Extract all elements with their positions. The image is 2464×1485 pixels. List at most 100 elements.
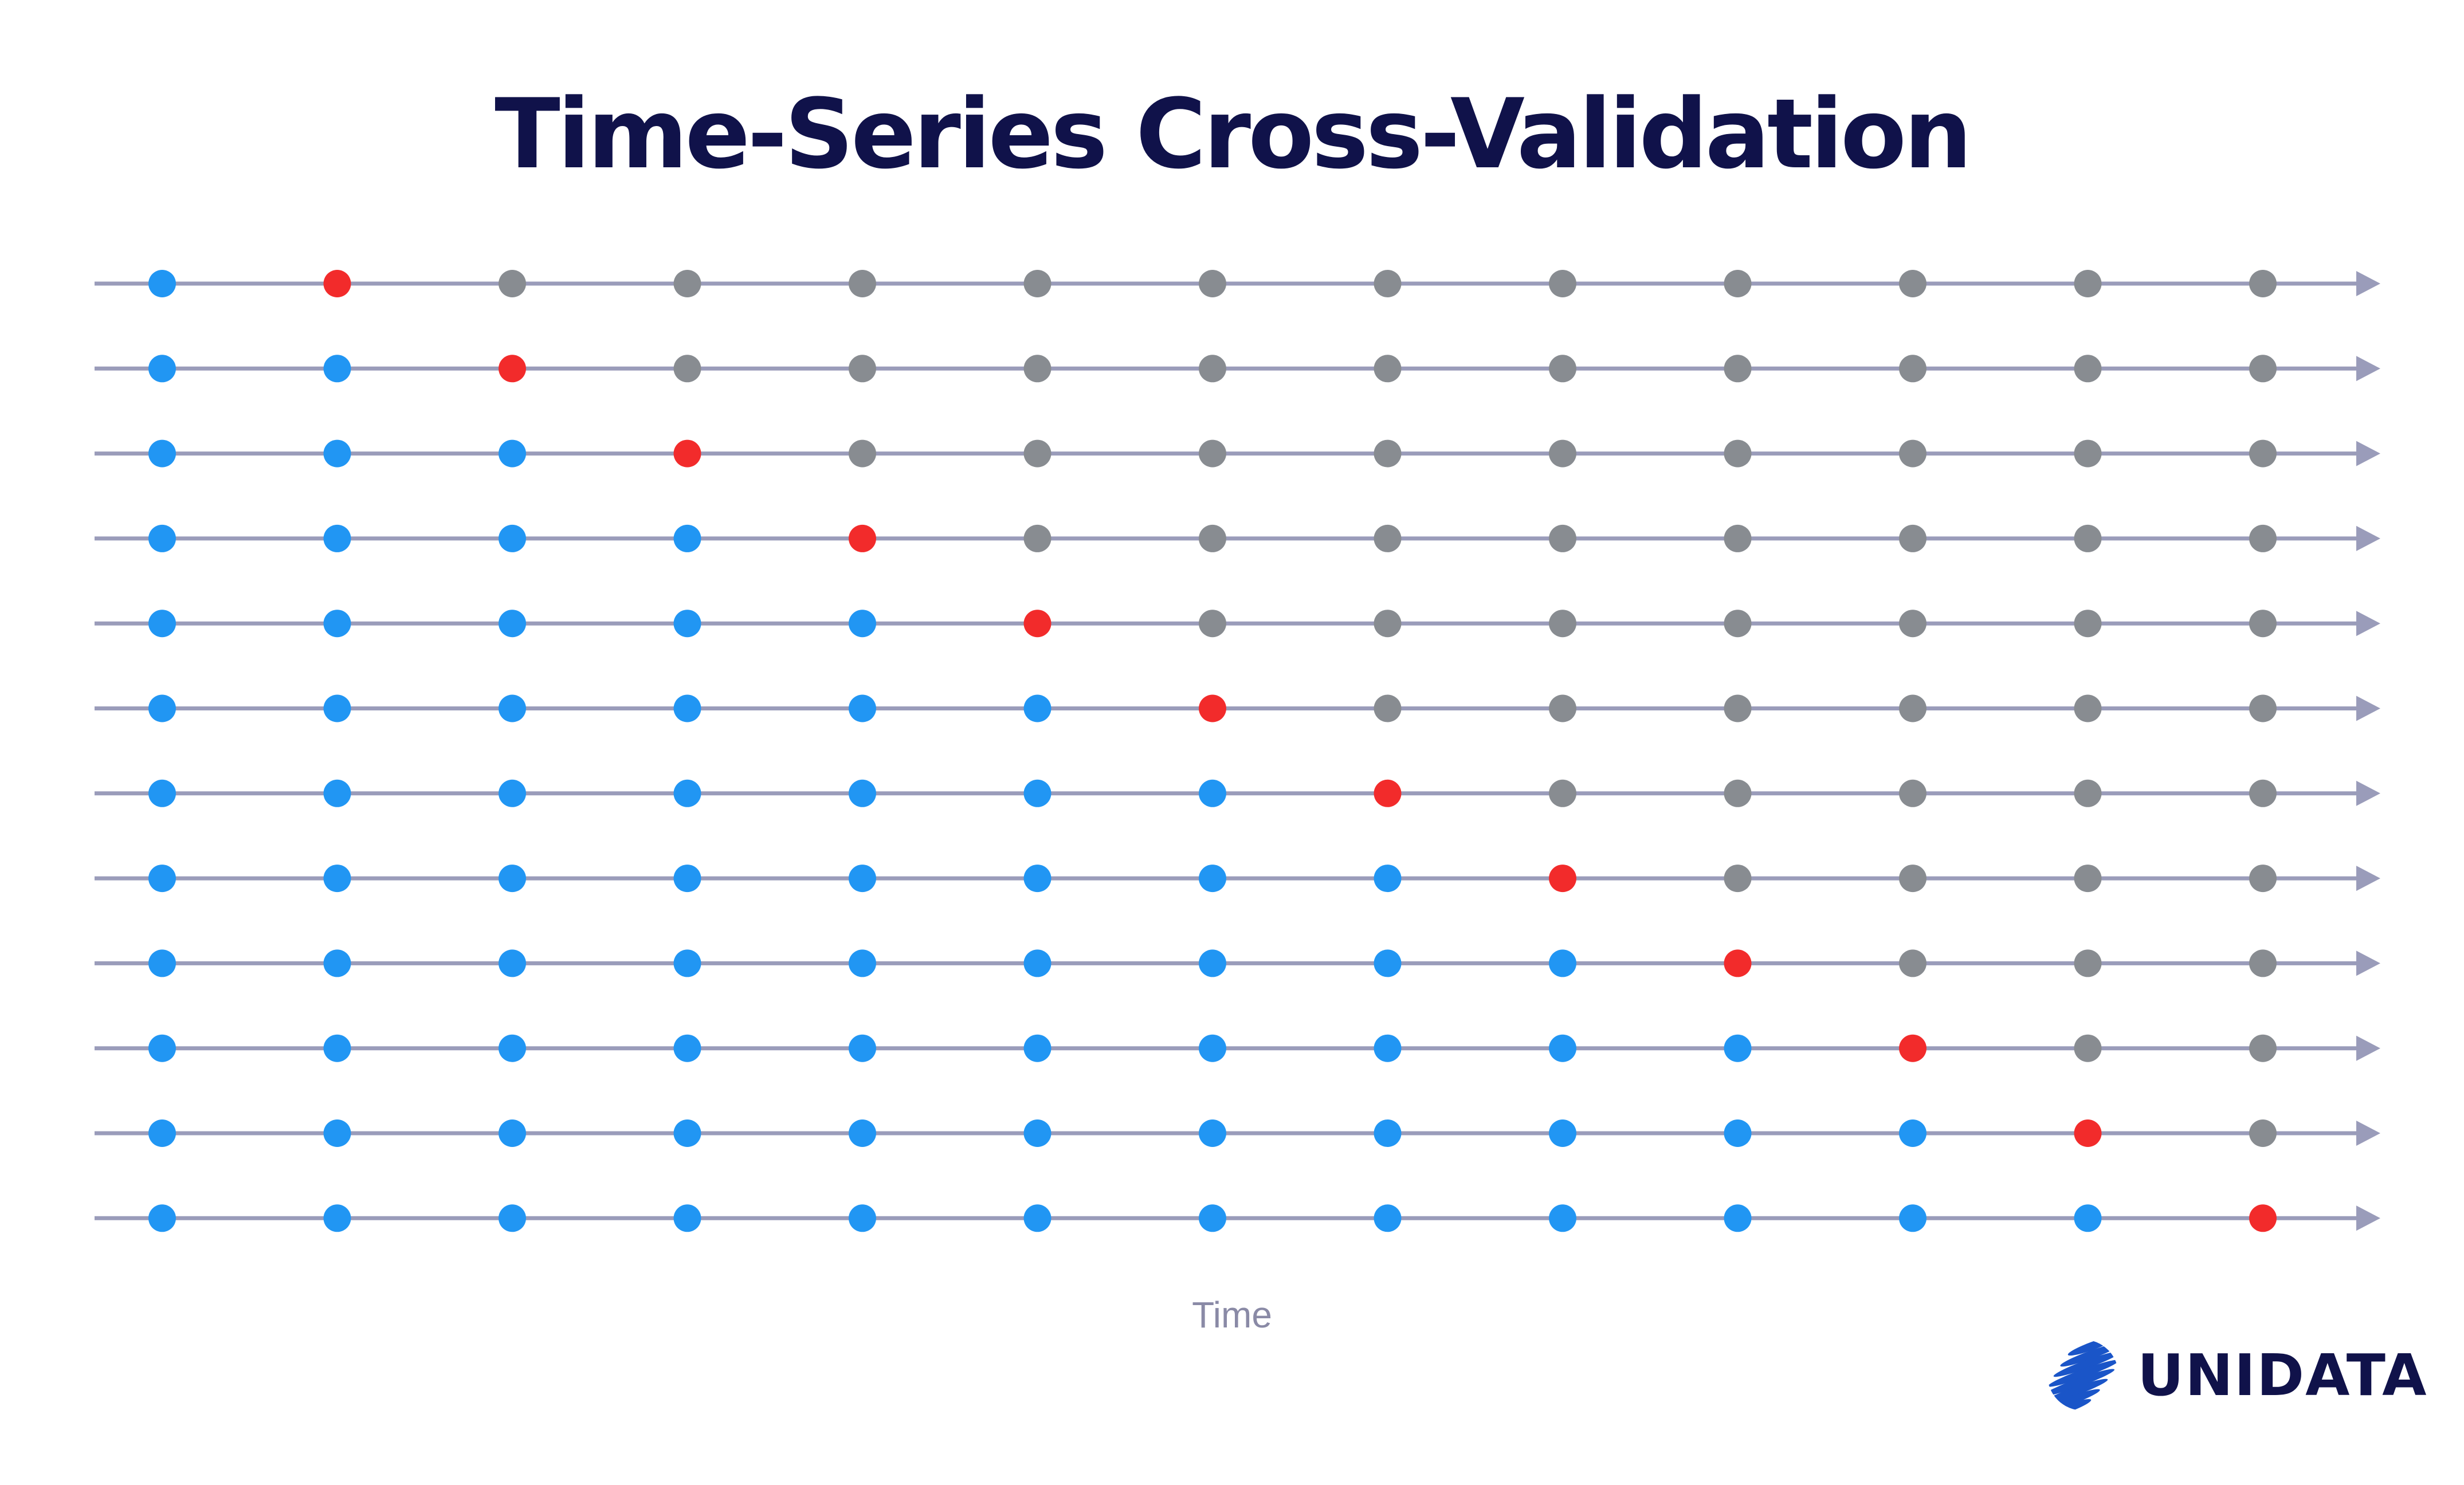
train-point: [499, 694, 526, 722]
unused-point: [1374, 524, 1402, 552]
train-point: [1724, 1034, 1752, 1062]
fold-row: [95, 524, 2380, 552]
train-point: [849, 1119, 876, 1147]
train-point: [849, 1034, 876, 1062]
unused-point: [1374, 610, 1402, 638]
unused-point: [1724, 355, 1752, 383]
train-point: [1899, 1204, 1927, 1232]
train-point: [148, 355, 176, 383]
unused-point: [2249, 524, 2277, 552]
train-point: [499, 524, 526, 552]
train-point: [1374, 1034, 1402, 1062]
unused-point: [1199, 355, 1226, 383]
test-point: [1199, 694, 1226, 722]
unused-point: [2249, 1034, 2277, 1062]
unused-point: [1374, 355, 1402, 383]
unused-point: [849, 439, 876, 467]
train-point: [1023, 865, 1051, 893]
train-point: [148, 694, 176, 722]
unused-point: [2249, 1119, 2277, 1147]
unused-point: [1724, 865, 1752, 893]
unused-point: [2249, 610, 2277, 638]
unused-point: [673, 355, 701, 383]
unused-point: [2074, 270, 2102, 297]
train-point: [499, 1119, 526, 1147]
fold-row: [95, 610, 2380, 638]
test-point: [673, 439, 701, 467]
test-point: [1899, 1034, 1927, 1062]
train-point: [323, 1119, 351, 1147]
unused-point: [1899, 270, 1927, 297]
arrow-head-icon: [2356, 611, 2380, 637]
train-point: [1899, 1119, 1927, 1147]
unused-point: [1199, 524, 1226, 552]
unused-point: [1899, 439, 1927, 467]
train-point: [673, 524, 701, 552]
unused-point: [1724, 270, 1752, 297]
train-point: [1023, 779, 1051, 807]
arrow-head-icon: [2356, 780, 2380, 806]
train-point: [148, 949, 176, 977]
arrow-head-icon: [2356, 1205, 2380, 1231]
train-point: [849, 1204, 876, 1232]
train-point: [849, 610, 876, 638]
train-point: [499, 610, 526, 638]
arrow-head-icon: [2356, 866, 2380, 891]
train-point: [148, 1034, 176, 1062]
unused-point: [1899, 949, 1927, 977]
unused-point: [849, 270, 876, 297]
fold-row: [95, 694, 2380, 722]
unused-point: [2249, 355, 2277, 383]
diagram-title: Time-Series Cross-Validation: [495, 78, 1972, 190]
fold-row: [95, 865, 2380, 893]
unused-point: [1724, 779, 1752, 807]
unused-point: [1899, 779, 1927, 807]
train-point: [1549, 1204, 1576, 1232]
unused-point: [499, 270, 526, 297]
train-point: [1023, 694, 1051, 722]
train-point: [673, 779, 701, 807]
train-point: [673, 610, 701, 638]
train-point: [148, 270, 176, 297]
unused-point: [1549, 779, 1576, 807]
unused-point: [2074, 694, 2102, 722]
train-point: [323, 865, 351, 893]
train-point: [148, 524, 176, 552]
test-point: [1374, 779, 1402, 807]
arrow-head-icon: [2356, 525, 2380, 551]
train-point: [849, 694, 876, 722]
train-point: [1374, 949, 1402, 977]
arrow-head-icon: [2356, 441, 2380, 466]
logo-wordmark: UNIDATA: [2137, 1341, 2428, 1409]
train-point: [1724, 1119, 1752, 1147]
train-point: [1199, 779, 1226, 807]
unused-point: [1899, 610, 1927, 638]
fold-row: [95, 949, 2380, 977]
train-point: [673, 865, 701, 893]
unused-point: [1899, 355, 1927, 383]
unused-point: [2074, 949, 2102, 977]
train-point: [323, 1204, 351, 1232]
train-point: [148, 610, 176, 638]
fold-row: [95, 270, 2380, 297]
test-point: [1023, 610, 1051, 638]
unused-point: [2074, 524, 2102, 552]
unused-point: [2249, 694, 2277, 722]
unused-point: [1724, 694, 1752, 722]
unused-point: [1023, 524, 1051, 552]
time-axis-label: Time: [1192, 1294, 1272, 1335]
unused-point: [1023, 439, 1051, 467]
unused-point: [1899, 524, 1927, 552]
train-point: [673, 694, 701, 722]
train-point: [323, 355, 351, 383]
unused-point: [1549, 439, 1576, 467]
train-point: [499, 779, 526, 807]
train-point: [323, 949, 351, 977]
unused-point: [1899, 865, 1927, 893]
train-point: [323, 439, 351, 467]
unidata-logo: UNIDATA: [2046, 1335, 2428, 1415]
train-point: [148, 779, 176, 807]
test-point: [323, 270, 351, 297]
unused-point: [1549, 524, 1576, 552]
